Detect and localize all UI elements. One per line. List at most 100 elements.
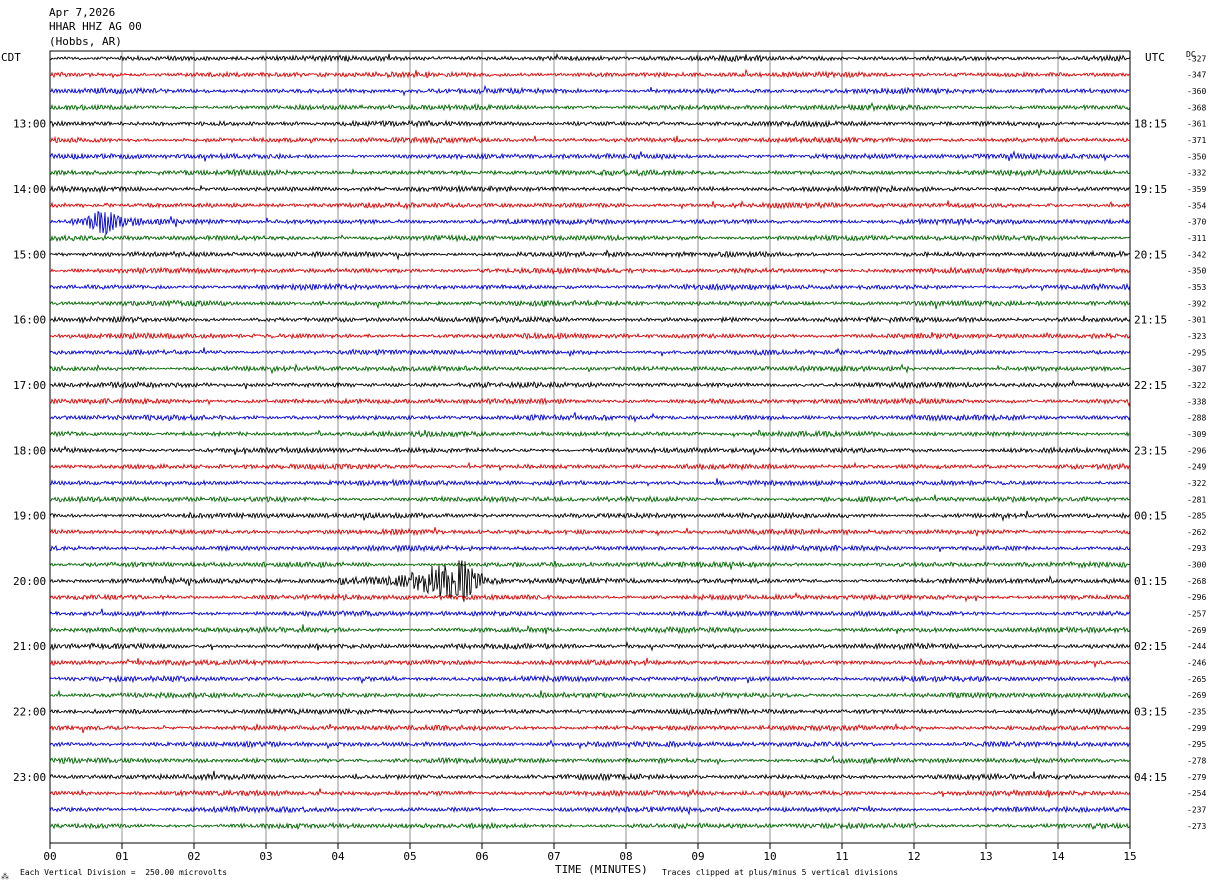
dc-offset-label: -237 xyxy=(1187,806,1206,815)
x-tick-label: 04 xyxy=(331,850,345,863)
dc-offset-label: -273 xyxy=(1187,822,1206,831)
trace-line xyxy=(49,282,1131,292)
x-tick-label: 02 xyxy=(187,850,200,863)
dc-offset-label: -279 xyxy=(1187,773,1206,782)
trace-line xyxy=(49,657,1131,669)
header-date: Apr 7,2026 xyxy=(49,6,116,19)
x-tick-label: 07 xyxy=(547,850,560,863)
trace-line xyxy=(49,84,1131,97)
right-hour-label: 21:15 xyxy=(1134,314,1167,327)
dc-offset-label: -295 xyxy=(1187,348,1206,357)
trace-line xyxy=(49,722,1131,734)
trace-line xyxy=(49,362,1131,375)
dc-offset-label: -235 xyxy=(1187,708,1206,717)
dc-offset-label: -309 xyxy=(1187,430,1206,439)
trace-line xyxy=(49,347,1131,357)
trace-line xyxy=(49,478,1131,488)
x-tick-label: 00 xyxy=(43,850,56,863)
dc-offset-label: -278 xyxy=(1187,757,1206,766)
x-tick-label: 12 xyxy=(907,850,920,863)
left-hour-label: 14:00 xyxy=(13,183,46,196)
dc-offset-label: -296 xyxy=(1187,593,1206,602)
trace-line xyxy=(49,560,1131,570)
trace-line xyxy=(49,331,1131,341)
trace-line xyxy=(49,184,1131,194)
left-hour-label: 19:00 xyxy=(13,510,46,523)
dc-offset-label: -322 xyxy=(1187,479,1206,488)
right-hour-label: 01:15 xyxy=(1134,575,1167,588)
trace-line xyxy=(49,150,1131,162)
left-hour-label: 15:00 xyxy=(13,248,46,261)
dc-offset-label: -370 xyxy=(1187,218,1206,227)
dc-offset-label: -307 xyxy=(1187,365,1206,374)
dc-offset-label: -353 xyxy=(1187,283,1206,292)
left-timezone-label: CDT xyxy=(1,51,21,64)
dc-offset-label: -257 xyxy=(1187,610,1206,619)
trace-line xyxy=(49,770,1131,782)
dc-offset-label: -249 xyxy=(1187,463,1206,472)
dc-offset-label: -265 xyxy=(1187,675,1206,684)
x-tick-label: 05 xyxy=(403,850,416,863)
dc-offset-label: -354 xyxy=(1187,201,1206,210)
trace-line xyxy=(49,821,1131,831)
trace-line xyxy=(49,429,1131,439)
right-hour-label: 04:15 xyxy=(1134,771,1167,784)
dc-offset-label: -288 xyxy=(1187,414,1206,423)
trace-line xyxy=(49,53,1131,63)
trace-line xyxy=(49,210,1131,236)
dc-offset-label: -254 xyxy=(1187,789,1206,798)
right-hour-label: 23:15 xyxy=(1134,444,1167,457)
dc-offset-label: -269 xyxy=(1187,691,1206,700)
trace-line xyxy=(50,68,1131,79)
left-hour-label: 16:00 xyxy=(13,314,46,327)
x-axis-title: TIME (MINUTES) xyxy=(555,863,648,876)
trace-line xyxy=(49,135,1131,145)
right-hour-label: 22:15 xyxy=(1134,379,1167,392)
trace-line xyxy=(49,560,1131,602)
dc-offset-label: -342 xyxy=(1187,250,1206,259)
trace-line xyxy=(49,396,1131,408)
trace-line xyxy=(49,379,1131,390)
trace-line xyxy=(49,510,1131,522)
left-hour-label: 23:00 xyxy=(13,771,46,784)
dc-offset-label: -293 xyxy=(1187,544,1206,553)
x-tick-label: 09 xyxy=(691,850,704,863)
left-hour-label: 21:00 xyxy=(13,640,46,653)
dc-offset-label: -269 xyxy=(1187,626,1206,635)
right-hour-label: 02:15 xyxy=(1134,640,1167,653)
trace-line xyxy=(49,412,1131,423)
dc-offset-label: -368 xyxy=(1187,103,1206,112)
header-location: (Hobbs, AR) xyxy=(49,35,122,48)
dc-offset-label: -281 xyxy=(1187,495,1206,504)
left-hour-label: 18:00 xyxy=(13,444,46,457)
dc-offset-label: -300 xyxy=(1187,561,1206,570)
dc-offset-label: -347 xyxy=(1187,71,1206,80)
trace-line xyxy=(49,102,1131,112)
x-tick-label: 01 xyxy=(115,850,128,863)
right-timezone-label: UTC xyxy=(1145,51,1165,64)
dc-offset-label: -301 xyxy=(1187,316,1206,325)
trace-line xyxy=(49,461,1131,472)
trace-line xyxy=(49,315,1131,324)
dc-offset-label: -360 xyxy=(1187,87,1206,96)
dc-offset-label: -285 xyxy=(1187,512,1206,521)
dc-offset-label: -371 xyxy=(1187,136,1206,145)
left-hour-label: 13:00 xyxy=(13,118,46,131)
dc-offset-label: -296 xyxy=(1187,446,1206,455)
dc-offset-label: -392 xyxy=(1187,299,1206,308)
trace-line xyxy=(49,591,1131,603)
dc-offset-label: -332 xyxy=(1187,169,1206,178)
trace-line xyxy=(49,119,1131,129)
footer-marker: ⁂ xyxy=(1,872,9,881)
dc-offset-label: -295 xyxy=(1187,740,1206,749)
dc-offset-label: -323 xyxy=(1187,332,1206,341)
dc-offset-label: -244 xyxy=(1187,642,1206,651)
trace-line xyxy=(49,543,1131,553)
dc-offset-label: -262 xyxy=(1187,528,1206,537)
trace-line xyxy=(49,805,1131,816)
dc-offset-label: -327 xyxy=(1187,54,1206,63)
x-tick-label: 06 xyxy=(475,850,488,863)
header-station: HHAR HHZ AG 00 xyxy=(49,20,142,33)
dc-offset-label: -350 xyxy=(1187,267,1206,276)
